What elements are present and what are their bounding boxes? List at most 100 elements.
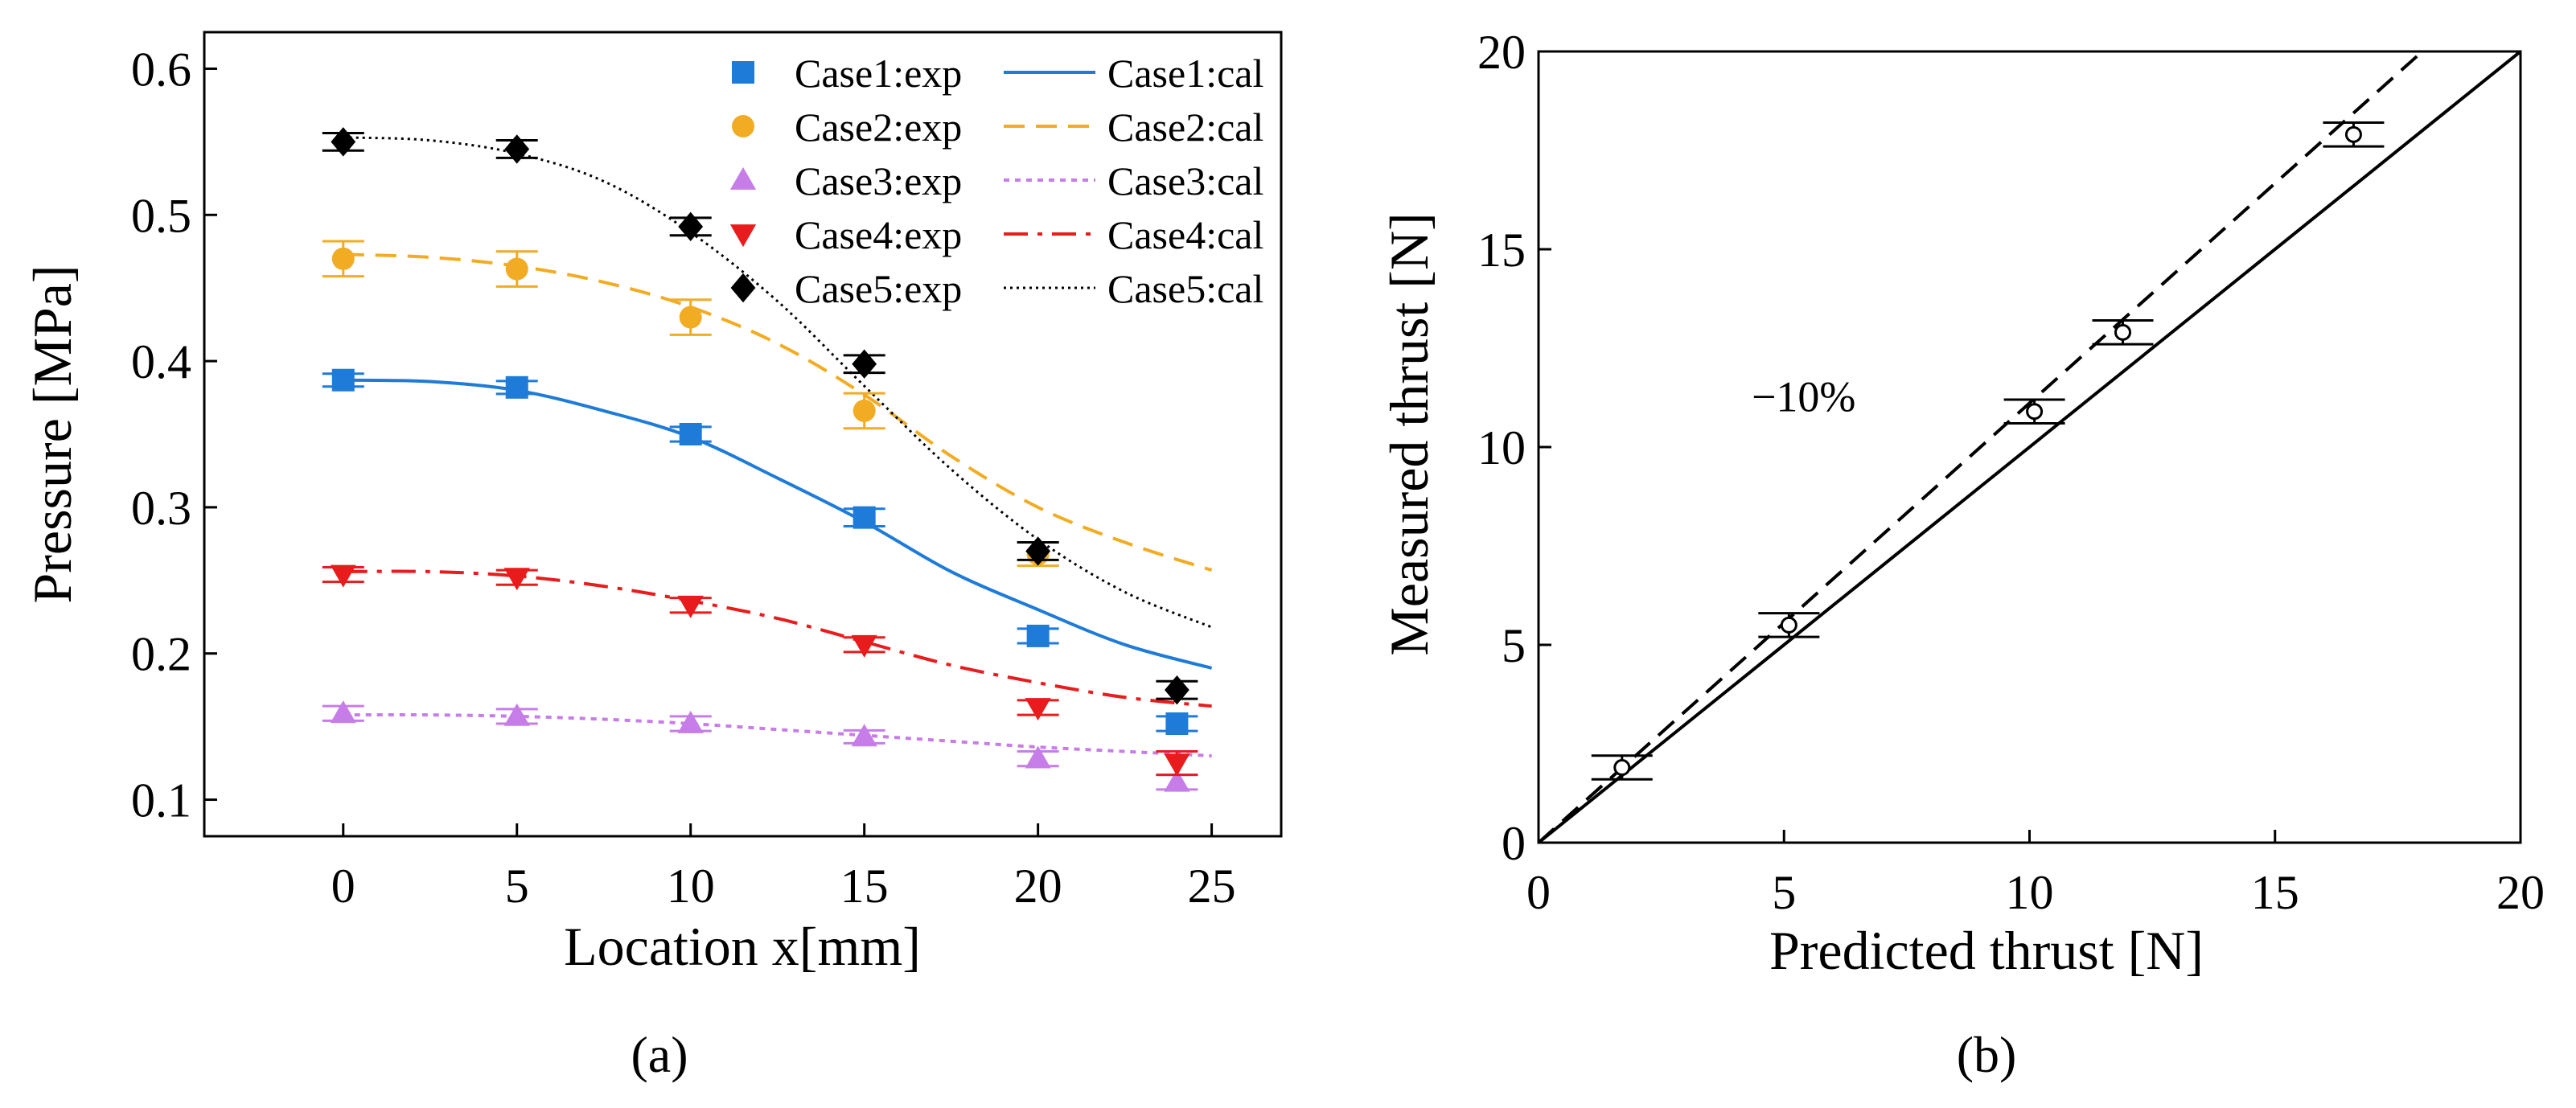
marker-diamond [1025, 536, 1051, 566]
series-case5-exp-point [322, 127, 364, 157]
legend-entry-case1-exp: Case1:exp [732, 51, 962, 96]
panel-b-ylabel: Measured thrust [N] [1378, 212, 1440, 655]
marker-open-circle [1613, 759, 1631, 777]
panel-b-xtick-label: 10 [2006, 866, 2054, 919]
series-case3-cal-line [343, 712, 1212, 757]
marker-triangle-up [1025, 745, 1051, 769]
panel-a-ytick-label: 0.2 [131, 628, 191, 681]
panel-b-xtick-label: 0 [1526, 866, 1551, 919]
panel-b-ytick-label: 5 [1502, 619, 1526, 672]
panel-a-ytick-label: 0.1 [131, 774, 191, 827]
series-case1-exp-point [495, 375, 538, 399]
marker-triangle-down [503, 568, 530, 591]
legend-label: Case4:exp [795, 212, 962, 257]
marker-square [853, 506, 876, 529]
legend-entry-case1-cal: Case1:cal [1004, 51, 1263, 96]
panel-b: 0 5 10 15 20 0 5 10 15 20 −10% Predicted thrust [… [1378, 26, 2545, 1083]
legend-label: Case4:cal [1107, 212, 1263, 257]
panel-a-xtick-label: 15 [840, 860, 889, 913]
series-case3-exp-point [1017, 745, 1059, 769]
legend-label: Case1:exp [795, 51, 962, 96]
marker-triangle-down [851, 634, 877, 658]
panel-b-ytick-label: 0 [1502, 817, 1526, 870]
legend-label: Case5:cal [1107, 266, 1263, 311]
series-case1-exp-point [1017, 624, 1059, 647]
thrust-data-point [1758, 612, 1820, 638]
legend-marker-triangle-up [729, 166, 757, 190]
legend-marker-circle [732, 115, 754, 137]
thrust-data-point [2323, 121, 2385, 148]
legend-label: Case5:exp [795, 266, 962, 311]
panel-a-ylabel: Pressure [MPa] [22, 265, 83, 603]
panel-a-frame [203, 31, 1283, 838]
panel-a-ytick-label: 0.4 [131, 335, 191, 388]
panel-b-xlabel: Predicted thrust [N] [1769, 920, 2204, 981]
marker-triangle-up [503, 703, 530, 726]
series-case3-exp-point [843, 724, 885, 747]
legend-label: Case3:exp [795, 158, 962, 203]
series-case2-exp-point [669, 298, 712, 336]
thrust-data-point [2092, 319, 2154, 346]
series-case1-exp-point [669, 423, 712, 445]
panel-b-xtick-label: 15 [2251, 866, 2299, 919]
legend-marker-diamond [730, 273, 756, 303]
series-case4-cal-line [343, 569, 1212, 708]
marker-square [1026, 624, 1050, 647]
series-case4-exp-point [669, 595, 712, 618]
panel-b-ytick-label: 20 [1477, 26, 1526, 79]
series-case5-cal-line [343, 136, 1213, 629]
panel-a: 0 5 10 15 20 25 0.1 0.2 0.3 0.4 0.5 0.6 Location x[… [22, 31, 1283, 1083]
legend-marker-square [732, 61, 754, 84]
panel-b-ytick-label: 10 [1477, 421, 1526, 474]
marker-diamond [852, 349, 877, 379]
panel-a-xtick-label: 5 [505, 860, 529, 913]
panel-b-reference-lines [1539, 51, 2521, 843]
panel-a-xtick-label: 10 [667, 860, 715, 913]
panel-a-ytick-label: 0.6 [131, 43, 191, 96]
series-case2-cal-line [343, 252, 1213, 572]
reference-line-minus-10-percent [1539, 51, 2425, 843]
marker-open-circle [2344, 125, 2362, 143]
legend-entry-case5-cal: Case5:cal [1004, 266, 1263, 311]
legend-marker-triangle-down [729, 224, 757, 248]
panel-a-xtick-label: 20 [1014, 860, 1062, 913]
reference-line-parity [1539, 51, 2521, 843]
series-case1-exp-point [843, 506, 885, 529]
panel-a-points [322, 127, 1198, 792]
marker-open-circle [2114, 323, 2131, 341]
legend-label: Case1:cal [1107, 51, 1263, 96]
marker-diamond [504, 134, 530, 164]
legend-label: Case2:exp [795, 105, 962, 150]
series-case4-exp-point [495, 568, 538, 591]
panel-a-xtick-label: 25 [1188, 860, 1236, 913]
series-case1-cal-line [343, 378, 1213, 670]
series-case5-exp-point [495, 134, 538, 164]
series-case2-exp-point [843, 392, 885, 430]
marker-circle [331, 247, 355, 270]
panel-b-points [1591, 121, 2385, 781]
panel-a-curves [343, 136, 1213, 757]
marker-square [1165, 712, 1189, 735]
series-case5-exp-point [1017, 536, 1059, 566]
panel-b-label: (b) [1957, 1026, 2017, 1083]
panel-a-legend: Case1:exp Case1:cal Case2:exp Case2:cal Case… [729, 51, 1263, 311]
marker-diamond [678, 211, 704, 242]
marker-circle [505, 257, 528, 281]
thrust-data-point [2003, 398, 2065, 425]
panel-a-xlabel: Location x[mm] [564, 916, 921, 977]
panel-b-annotation: −10% [1752, 373, 1855, 421]
legend-label: Case2:cal [1107, 105, 1263, 150]
marker-triangle-down [677, 595, 704, 618]
marker-open-circle [2026, 403, 2044, 421]
marker-square [505, 375, 528, 399]
marker-triangle-up [851, 724, 877, 747]
panel-a-label: (a) [631, 1026, 688, 1083]
legend-entry-case2-exp: Case2:exp [732, 105, 962, 150]
marker-square [679, 423, 702, 445]
marker-diamond [1165, 675, 1189, 705]
marker-triangle-up [1164, 769, 1190, 792]
marker-triangle-up [677, 710, 704, 733]
legend-entry-case4-cal: Case4:cal [1004, 212, 1263, 257]
